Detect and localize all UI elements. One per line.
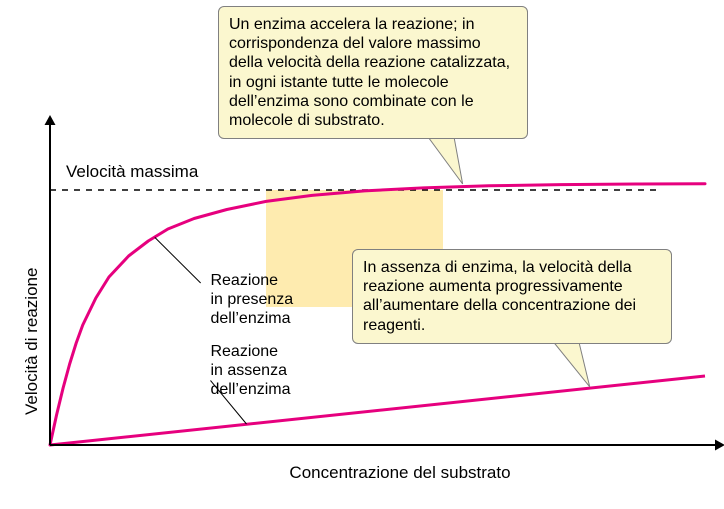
curve-with-label: Reazionein presenzadell’enzima xyxy=(210,271,293,329)
callout-mid-text: In assenza di enzima, la velocità della … xyxy=(363,259,636,334)
callout-mid: In assenza di enzima, la velocità della … xyxy=(352,249,672,344)
curve-without-enzyme xyxy=(50,376,705,445)
y-axis-arrow-icon xyxy=(45,115,56,125)
x-axis-arrow-icon xyxy=(715,440,724,451)
pointer-with-enzyme xyxy=(155,237,201,283)
y-axis-label: Velocità di reazione xyxy=(22,268,42,415)
x-axis-label: Concentrazione del substrato xyxy=(200,463,600,483)
vmax-label: Velocità massima xyxy=(66,162,198,182)
callout-top-text: Un enzima accelera la reazione; in corri… xyxy=(229,16,510,129)
curve-without-label: Reazionein assenzadell’enzima xyxy=(210,342,290,400)
callout-top: Un enzima accelera la reazione; in corri… xyxy=(218,6,528,139)
